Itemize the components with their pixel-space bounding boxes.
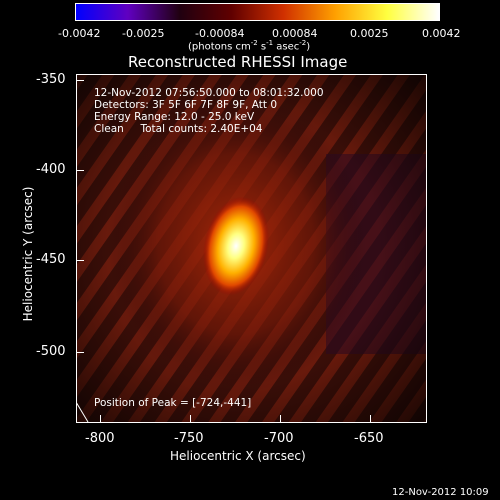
x-tick-label: -700 xyxy=(264,431,294,446)
vignette xyxy=(76,74,427,423)
x-tick-label: -650 xyxy=(354,431,384,446)
rhessi-image xyxy=(76,74,427,423)
x-tick xyxy=(100,415,101,423)
x-axis-label: Heliocentric X (arcsec) xyxy=(170,449,306,463)
y-tick-label: -500 xyxy=(36,344,66,359)
info-detectors: Detectors: 3F 5F 6F 7F 8F 9F, Att 0 xyxy=(94,99,278,111)
x-tick xyxy=(370,415,371,423)
x-tick xyxy=(280,415,281,423)
colorbar-tick-6: 0.0042 xyxy=(422,27,461,40)
y-tick-label: -400 xyxy=(36,162,66,177)
x-tick-label: -750 xyxy=(174,431,204,446)
units-text: ) xyxy=(306,41,311,53)
colorbar-tick-1: -0.0042 xyxy=(58,27,101,40)
x-tick xyxy=(190,415,191,423)
y-tick xyxy=(76,170,84,171)
info-total-counts: Clean Total counts: 2.40E+04 xyxy=(94,123,263,135)
footer-timestamp: 12-Nov-2012 10:09 xyxy=(392,487,489,498)
units-sup: -2 xyxy=(250,39,258,47)
colorbar-tick-5: 0.0025 xyxy=(350,27,389,40)
units-sup: -1 xyxy=(266,39,274,47)
info-time-range: 12-Nov-2012 07:56:50.000 to 08:01:32.000 xyxy=(94,87,324,99)
colorbar-tick-2: -0.0025 xyxy=(122,27,165,40)
units-text: (photons cm xyxy=(188,41,251,53)
colorbar xyxy=(75,3,440,21)
peak-position: Position of Peak = [-724,-441] xyxy=(94,397,252,409)
y-axis-label: Heliocentric Y (arcsec) xyxy=(21,186,35,322)
plot-title: Reconstructed RHESSI Image xyxy=(128,53,348,71)
colorbar-tick-4: 0.00084 xyxy=(272,27,318,40)
x-tick-label: -800 xyxy=(85,431,115,446)
y-tick xyxy=(76,80,84,81)
colorbar-units: (photons cm-2 s-1 asec-2) xyxy=(188,40,310,52)
y-tick-label: -450 xyxy=(36,252,66,267)
colorbar-tick-3: -0.00084 xyxy=(195,27,245,40)
units-text: s xyxy=(257,41,267,53)
units-text: asec xyxy=(273,41,300,53)
y-tick xyxy=(76,260,84,261)
units-sup: -2 xyxy=(299,39,307,47)
limb-line xyxy=(76,401,89,423)
info-energy-range: Energy Range: 12.0 - 25.0 keV xyxy=(94,111,255,123)
y-tick xyxy=(76,352,84,353)
rhessi-image-svg xyxy=(76,74,427,423)
y-tick-label: -350 xyxy=(36,72,66,87)
